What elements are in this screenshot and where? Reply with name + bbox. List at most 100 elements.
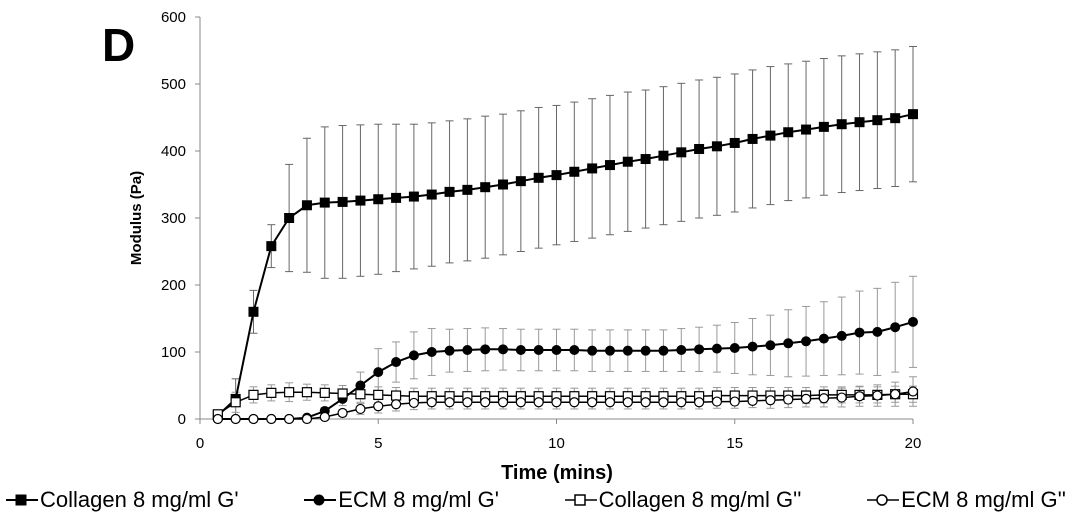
data-point — [462, 344, 473, 355]
data-point — [319, 197, 330, 208]
data-point — [818, 333, 829, 344]
data-point — [266, 241, 277, 252]
data-point — [301, 200, 312, 211]
data-point — [569, 344, 580, 355]
legend-item: ECM 8 mg/ml G' — [304, 487, 499, 513]
data-point — [854, 327, 865, 338]
data-point — [658, 345, 669, 356]
data-point — [301, 387, 313, 398]
data-point — [551, 344, 562, 355]
data-point — [907, 386, 919, 397]
data-point — [444, 186, 455, 197]
data-point — [498, 344, 509, 355]
data-point — [818, 121, 829, 132]
y-axis-title: Modulus (Pa) — [128, 171, 145, 265]
data-point — [497, 397, 509, 408]
data-point — [711, 396, 723, 407]
data-point — [872, 390, 883, 401]
data-point — [711, 343, 722, 354]
data-point — [391, 357, 402, 368]
data-point — [373, 389, 384, 400]
data-point — [783, 127, 794, 138]
data-point — [426, 397, 437, 408]
data-point — [498, 179, 509, 190]
data-point — [801, 336, 812, 347]
data-point — [622, 156, 633, 167]
data-point — [408, 350, 419, 361]
data-point — [729, 342, 740, 353]
data-point — [765, 340, 776, 351]
data-point — [676, 344, 687, 355]
data-point — [480, 182, 491, 193]
y-tick-label: 200 — [161, 277, 186, 294]
data-point — [551, 397, 562, 408]
data-point — [890, 389, 901, 400]
data-point — [355, 403, 366, 415]
data-point — [783, 394, 794, 405]
data-point — [854, 391, 865, 402]
data-point — [747, 341, 758, 352]
data-point — [337, 407, 348, 419]
series-line — [217, 390, 914, 420]
data-point — [373, 401, 384, 412]
data-point — [462, 397, 473, 408]
data-point — [480, 397, 491, 408]
legend-item: Collagen 8 mg/ml G'' — [564, 487, 802, 513]
data-point — [337, 196, 348, 207]
series-lines — [217, 113, 914, 420]
data-point — [284, 387, 295, 398]
data-point — [319, 387, 330, 398]
legend-label: ECM 8 mg/ml G' — [338, 487, 499, 512]
data-point — [604, 160, 615, 171]
data-point — [676, 397, 687, 408]
data-point — [319, 411, 330, 423]
data-point — [801, 124, 812, 135]
data-point — [515, 397, 526, 408]
data-point — [747, 395, 758, 407]
data-point — [890, 113, 901, 124]
data-point — [765, 395, 776, 406]
data-point — [676, 147, 687, 158]
data-point — [694, 344, 705, 355]
legend-label: ECM 8 mg/ml G'' — [901, 487, 1066, 512]
data-point — [248, 413, 259, 425]
legend-label: Collagen 8 mg/ml G' — [40, 487, 239, 512]
x-tick-label: 0 — [196, 435, 204, 452]
data-point — [426, 189, 437, 200]
y-tick-label: 300 — [161, 210, 186, 227]
legend-marker-circle-open — [867, 494, 900, 506]
data-point — [854, 117, 865, 128]
data-point — [694, 143, 705, 154]
data-point — [640, 345, 651, 356]
data-point — [622, 397, 633, 408]
data-point — [569, 397, 580, 408]
x-tick-label: 20 — [905, 435, 922, 452]
data-point — [872, 115, 883, 126]
data-point — [391, 192, 402, 203]
data-point — [355, 389, 366, 400]
legend-label: Collagen 8 mg/ml G'' — [598, 487, 802, 512]
panel-letter: D — [102, 19, 136, 71]
data-point — [890, 322, 901, 333]
data-point — [284, 413, 295, 425]
data-point — [587, 345, 598, 356]
data-point — [569, 166, 580, 177]
data-point — [587, 397, 598, 408]
data-point — [355, 195, 366, 206]
data-point — [533, 397, 544, 408]
data-point — [355, 380, 366, 391]
x-tick-label: 5 — [374, 435, 382, 452]
data-point — [266, 413, 277, 425]
data-point — [284, 213, 295, 223]
data-point — [729, 137, 740, 148]
data-point — [408, 397, 419, 409]
data-point — [604, 397, 616, 408]
tick-labels: 0 100 200 300 400 500 600 0 5 10 15 20 — [161, 9, 921, 452]
data-point — [640, 154, 651, 165]
data-point — [444, 345, 455, 356]
series-line — [217, 113, 914, 417]
data-point — [248, 389, 259, 400]
data-point — [444, 397, 455, 408]
x-axis-title: Time (mins) — [501, 462, 613, 484]
